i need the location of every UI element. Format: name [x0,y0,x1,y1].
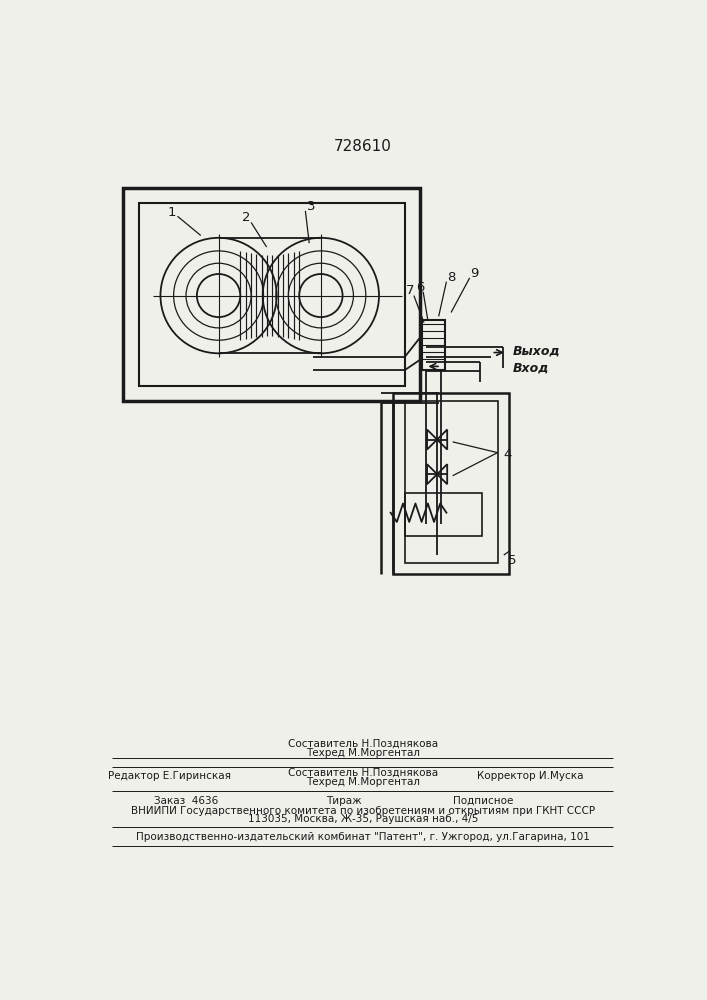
Bar [123,188,420,401]
Text: Выход: Выход [513,344,561,358]
Text: 5: 5 [508,554,517,567]
Bar [404,401,498,563]
Text: 9: 9 [470,267,479,280]
Text: Составитель Н.Позднякова: Составитель Н.Позднякова [288,739,438,749]
Text: Составитель Н.Позднякова: Составитель Н.Позднякова [288,768,438,778]
Text: ВНИИПИ Государственного комитета по изобретениям и открытиям при ГКНТ СССР: ВНИИПИ Государственного комитета по изоб… [131,806,595,816]
Bar [139,203,404,386]
Text: Тираж: Тираж [327,796,362,806]
Text: 3: 3 [308,200,316,213]
Text: 1: 1 [168,206,176,219]
Text: Заказ  4636: Заказ 4636 [154,796,218,806]
Text: 113035, Москва, Ж-35, Раушская наб., 4/5: 113035, Москва, Ж-35, Раушская наб., 4/5 [247,814,478,824]
Bar [404,493,482,536]
Text: 7: 7 [406,284,414,297]
Text: Техред М.Моргентал: Техред М.Моргентал [305,748,420,758]
Text: Техред М.Моргентал: Техред М.Моргентал [305,777,420,787]
Text: 728610: 728610 [334,139,392,154]
Text: 2: 2 [243,211,251,224]
Text: Вход: Вход [513,361,549,374]
Bar [393,393,509,574]
Text: 6: 6 [416,281,424,294]
Text: Редактор Е.Гиринская: Редактор Е.Гиринская [108,771,231,781]
Text: 8: 8 [447,271,455,284]
Text: Подписное: Подписное [453,796,514,806]
Text: Производственно-издательский комбинат "Патент", г. Ужгород, ул.Гагарина, 101: Производственно-издательский комбинат "П… [136,832,590,842]
Bar [421,320,445,370]
Text: Корректор И.Муска: Корректор И.Муска [477,771,583,781]
Text: 4: 4 [504,448,512,461]
